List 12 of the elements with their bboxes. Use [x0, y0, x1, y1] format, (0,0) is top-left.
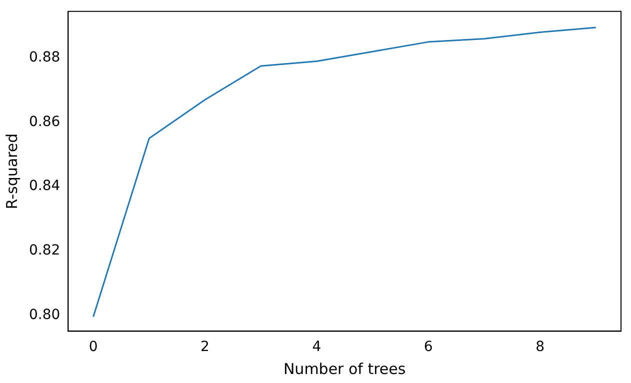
y-tick-label: 0.84: [29, 178, 60, 194]
x-axis-title: Number of trees: [283, 360, 406, 378]
x-tick-label: 6: [424, 339, 433, 356]
y-axis-title: R-squared: [2, 133, 21, 210]
y-tick-label: 0.82: [29, 242, 60, 258]
x-tick-label: 0: [88, 339, 98, 356]
x-tick-label: 2: [200, 339, 210, 356]
y-tick-label: 0.88: [29, 50, 60, 66]
x-tick-label: 8: [536, 339, 544, 356]
x-tick-label: 4: [312, 339, 322, 356]
y-tick-label: 0.86: [29, 114, 60, 130]
y-tick-label: 0.80: [29, 306, 60, 323]
